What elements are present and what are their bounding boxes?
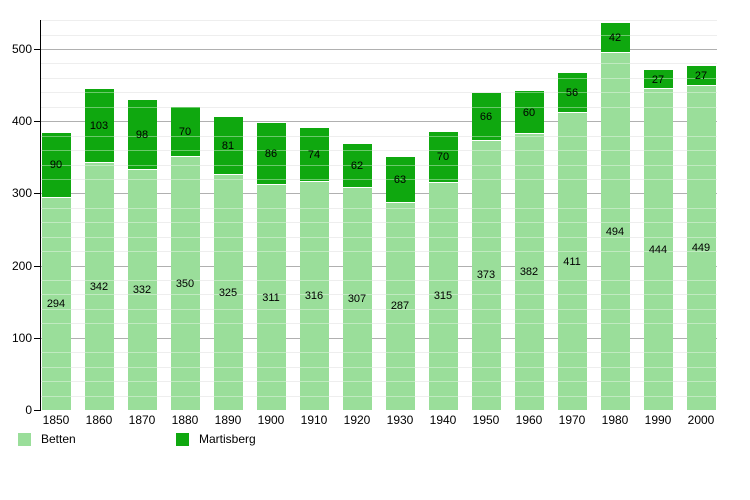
bar-value-label-martisberg-1930: 63 [393,174,407,187]
bar-segment-betten-1990 [643,89,673,410]
bar-segment-martisberg-1910 [299,128,329,182]
bar-value-label-martisberg-1900: 86 [264,148,278,161]
y-axis-tick-label: 0 [25,403,32,417]
bar-value-label-martisberg-1880: 70 [178,126,192,139]
bar-value-label-martisberg-1910: 74 [307,149,321,162]
x-axis-label-1910: 1910 [300,413,328,427]
bar-value-label-betten-1860: 342 [89,280,109,293]
bar-segment-martisberg-1870 [127,99,157,171]
bar-value-label-martisberg-1890: 81 [221,140,235,153]
bar-value-label-betten-1910: 316 [304,289,324,302]
x-axis-label-1870: 1870 [128,413,156,427]
bar-value-label-martisberg-1870: 98 [135,128,149,141]
bar-value-label-betten-1990: 444 [648,243,668,256]
bar-value-label-martisberg-1970: 56 [565,87,579,100]
bar-segment-martisberg-1950 [471,93,501,141]
bar-segment-betten-1950 [471,140,501,410]
bar-segment-martisberg-1970 [557,72,587,114]
y-axis-tick [34,338,41,339]
x-axis-label-1900: 1900 [257,413,285,427]
bar-value-label-martisberg-1990: 27 [651,73,665,86]
bar-value-label-betten-1880: 350 [175,277,195,290]
bar-segment-betten-1970 [557,113,587,410]
y-axis-tick [34,121,41,122]
legend-label-martisberg: Martisberg [199,432,256,446]
minor-gridline [40,20,717,21]
y-axis-tick-label: 200 [11,259,32,273]
bar-value-label-betten-1930: 287 [390,300,410,313]
betten-swatch [18,432,31,446]
bar-segment-martisberg-1960 [514,90,544,135]
y-axis-tick-label: 400 [11,114,32,128]
legend: Betten Martisberg [0,431,750,451]
x-axis-label-1860: 1860 [85,413,113,427]
legend-label-betten: Betten [41,432,76,446]
bar-segment-betten-1920 [342,188,372,410]
bar-segment-betten-1870 [127,170,157,410]
x-axis-label-1850: 1850 [42,413,70,427]
bar-segment-martisberg-1980 [600,23,630,54]
bar-segment-martisberg-1940 [428,132,458,183]
bar-segment-betten-1980 [600,53,630,410]
bar-value-label-martisberg-1960: 60 [522,106,536,119]
bar-segment-betten-2000 [686,85,716,410]
bar-value-label-betten-1870: 332 [132,284,152,297]
bar-segment-betten-1940 [428,182,458,410]
bar-value-label-betten-1850: 294 [46,297,66,310]
x-axis-label-1950: 1950 [472,413,500,427]
x-axis-label-1990: 1990 [644,413,672,427]
legend-item-betten: Betten [18,431,76,447]
bar-segment-betten-1960 [514,134,544,410]
x-axis-label-2000: 2000 [687,413,715,427]
x-axis-label-1970: 1970 [558,413,586,427]
x-axis-label-1980: 1980 [601,413,629,427]
y-axis-tick-label: 100 [11,331,32,345]
y-axis-tick [34,193,41,194]
bar-value-label-martisberg-2000: 27 [694,70,708,83]
bar-value-label-martisberg-1940: 70 [436,151,450,164]
bar-segment-martisberg-1900 [256,123,286,186]
bar-segment-martisberg-1930 [385,157,415,203]
y-axis-tick [34,49,41,50]
bar-segment-betten-1850 [41,197,71,410]
martisberg-swatch [176,432,189,446]
bar-value-label-martisberg-1980: 42 [608,32,622,45]
bar-segment-martisberg-2000 [686,66,716,86]
bar-segment-martisberg-1880 [170,106,200,158]
y-axis [40,20,41,411]
bar-value-label-betten-1970: 411 [563,255,581,268]
legend-item-martisberg: Martisberg [176,431,256,447]
bar-value-label-betten-1900: 311 [262,291,280,304]
bar-segment-betten-1860 [84,163,114,410]
bar-segment-martisberg-1990 [643,69,673,90]
x-axis-label-1920: 1920 [343,413,371,427]
bar-value-label-betten-1940: 315 [433,290,453,303]
bar-segment-betten-1910 [299,181,329,410]
bar-value-label-betten-1960: 382 [519,266,539,279]
x-axis-label-1930: 1930 [386,413,414,427]
x-axis-label-1890: 1890 [214,413,242,427]
x-axis-label-1960: 1960 [515,413,543,427]
x-axis-label-1880: 1880 [171,413,199,427]
minor-gridline-overlay [40,20,717,21]
bar-segment-betten-1890 [213,175,243,410]
bar-value-label-martisberg-1850: 90 [49,159,63,172]
bar-value-label-betten-1950: 373 [476,269,496,282]
y-axis-tick [34,266,41,267]
bar-value-label-betten-1890: 325 [218,286,238,299]
bar-value-label-betten-2000: 449 [691,241,711,254]
bar-value-label-betten-1920: 307 [347,293,367,306]
bar-value-label-martisberg-1920: 62 [350,159,364,172]
x-axis-label-1940: 1940 [429,413,457,427]
y-axis-tick-label: 300 [11,186,32,200]
bar-value-label-betten-1980: 494 [605,225,625,238]
bar-value-label-martisberg-1860: 103 [89,119,109,132]
y-axis-tick-label: 500 [11,42,32,56]
y-axis-tick [34,410,41,411]
bar-value-label-martisberg-1950: 66 [479,110,493,123]
